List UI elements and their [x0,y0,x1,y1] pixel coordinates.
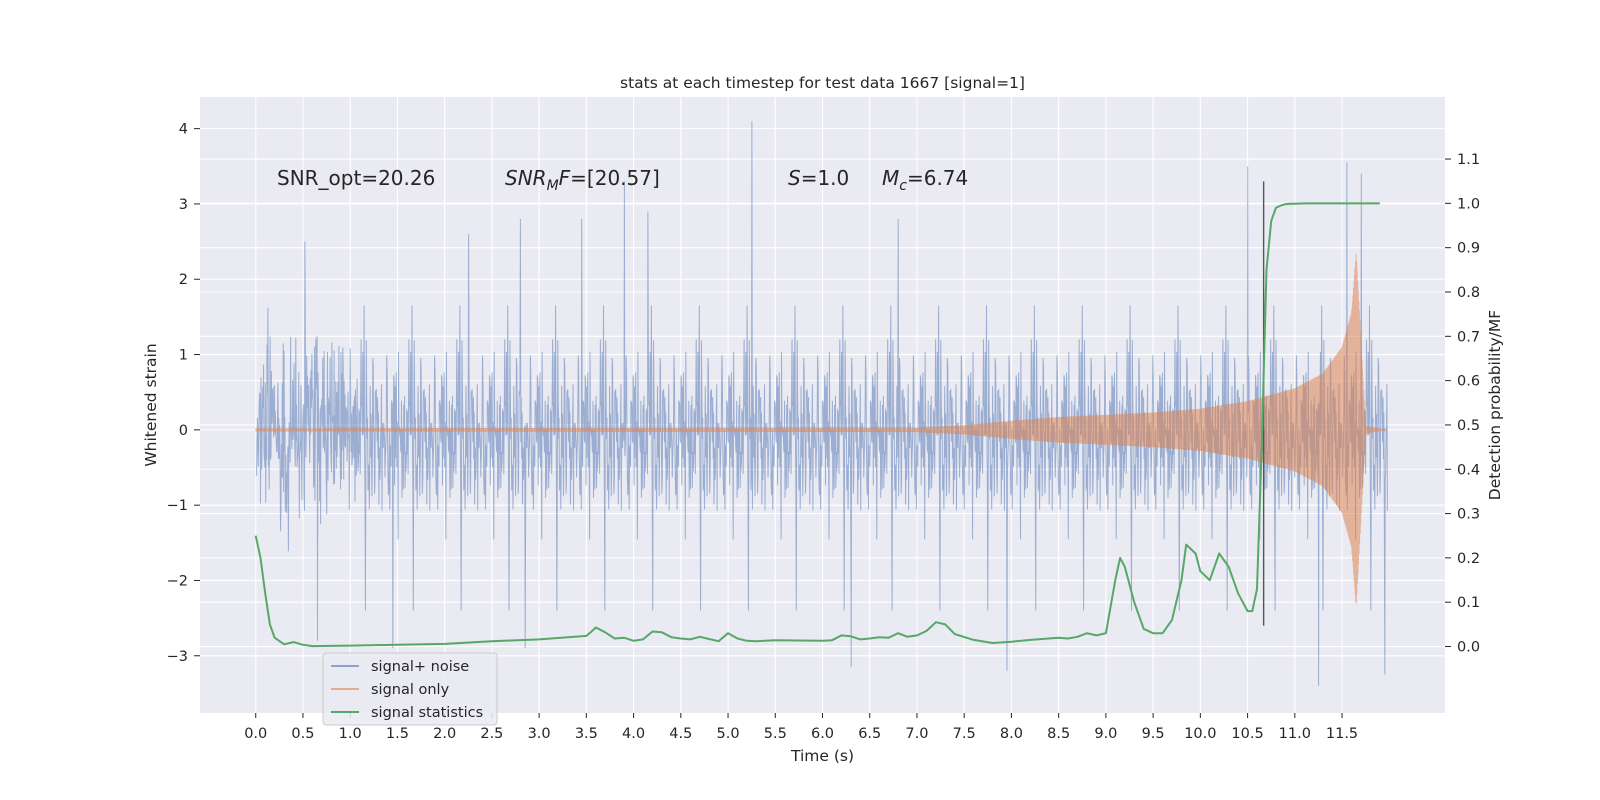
y2-tick-label: 0.1 [1457,595,1480,611]
y2-tick-label: 1.1 [1457,152,1480,168]
y2-tick-label: 0.9 [1457,241,1480,257]
legend-label-signal-noise: signal+ noise [371,659,469,675]
x-tick-label: 7.0 [905,726,928,742]
y-tick-label: 0 [179,423,188,439]
x-tick-label: 0.0 [244,726,267,742]
annotation-s: S=1.0 [788,166,849,190]
series-signal-statistics [254,202,1380,648]
y2-tick-label: 0.6 [1457,374,1480,390]
annotation-snr-opt: SNR_opt=20.26 [277,166,435,190]
x-tick-label: 1.5 [386,726,409,742]
x-tick-label: 10.0 [1184,726,1216,742]
y2-tick-label: 0.0 [1457,640,1480,656]
y2-tick-label: 0.8 [1457,285,1480,301]
x-tick-label: 1.0 [339,726,362,742]
x-tick-label: 6.0 [811,726,834,742]
x-tick-label: 8.0 [1000,726,1023,742]
series-signal-noise [255,121,1388,686]
legend-label-signal-statistics: signal statistics [371,705,483,721]
y2-axis-title: Detection probability/MF [1486,310,1504,501]
y-axis-title: Whitened strain [142,343,160,466]
y2-tick-label: 1.0 [1457,196,1480,212]
x-tick-label: 9.5 [1142,726,1165,742]
annotation-snr-mf: SNRMF=[20.57] [505,166,660,194]
x-tick-label: 3.0 [528,726,551,742]
x-tick-label: 10.5 [1231,726,1263,742]
y2-tick-label: 0.5 [1457,418,1480,434]
x-tick-label: 2.0 [433,726,456,742]
x-tick-label: 5.5 [764,726,787,742]
x-tick-label: 11.5 [1326,726,1358,742]
y2-tick-label: 0.3 [1457,507,1480,523]
x-tick-label: 9.0 [1094,726,1117,742]
x-tick-label: 7.5 [953,726,976,742]
x-tick-label: 0.5 [291,726,314,742]
x-axis-title: Time (s) [790,747,854,765]
legend-label-signal-only: signal only [371,682,450,698]
legend-box [322,652,498,726]
x-tick-label: 11.0 [1279,726,1311,742]
y2-tick-label: 0.2 [1457,551,1480,567]
x-tick-label: 3.5 [575,726,598,742]
x-tick-label: 5.0 [717,726,740,742]
y-tick-label: −1 [167,498,188,514]
y-tick-label: 3 [179,197,188,213]
y-tick-label: 1 [179,348,188,364]
y-tick-label: −2 [167,573,188,589]
y2-tick-label: 0.7 [1457,329,1480,345]
axis-ticks: 0.0 0.5 1.0 1.5 2.0 2.5 3.0 3.5 4.0 4.5 5.0 5.5 6.0 6… [167,122,1480,742]
x-tick-label: 8.5 [1047,726,1070,742]
annotation-mc: Mc=6.74 [882,166,968,194]
chart-title: stats at each timestep for test data 166… [620,74,1025,92]
x-tick-label: 4.5 [669,726,692,742]
y-tick-label: 4 [179,122,188,138]
y-tick-label: 2 [179,272,188,288]
plot-area [254,121,1388,686]
x-tick-label: 2.5 [480,726,503,742]
x-tick-label: 4.0 [622,726,645,742]
y-tick-label: −3 [167,649,188,665]
series-signal-only [255,253,1388,604]
y2-tick-label: 0.4 [1457,462,1480,478]
legend: signal+ noise signal only signal statist… [322,652,498,726]
x-tick-label: 6.5 [858,726,881,742]
